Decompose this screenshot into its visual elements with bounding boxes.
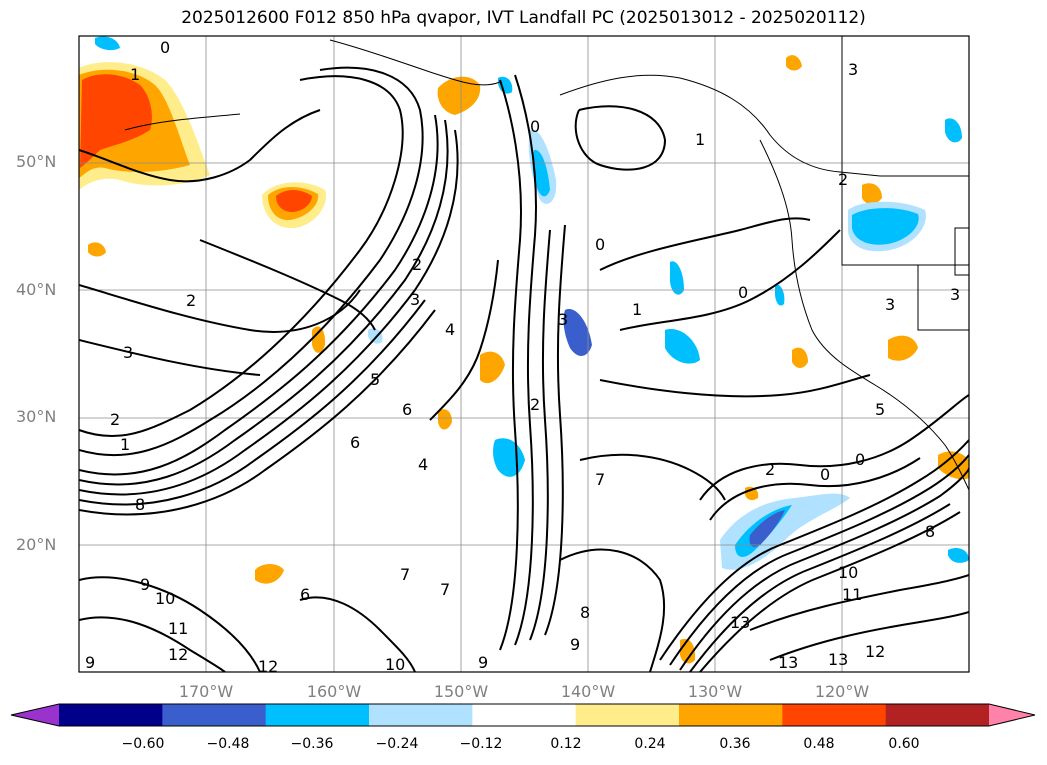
contour-label: 5 [370, 370, 380, 389]
contour-label: 2 [530, 395, 540, 414]
contour-label: 8 [925, 522, 935, 541]
contour-label: 2 [186, 291, 196, 310]
contour-label: 0 [820, 465, 830, 484]
lat-label-20n: 20°N [16, 535, 57, 554]
lat-label-40n: 40°N [16, 280, 57, 299]
colorbar-tick-label: −0.36 [290, 736, 334, 752]
contour-label: 3 [848, 60, 858, 79]
lon-label-130w: 130°W [687, 682, 743, 701]
contour-label: 6 [300, 585, 310, 604]
map-plot-area: 0 1 1 1 1 2 2 2 2 2 2 3 3 3 3 3 3 4 4 5 … [79, 36, 969, 676]
colorbar-tick-label: 0.36 [719, 736, 751, 752]
lon-label-170w: 170°W [178, 682, 234, 701]
contour-label: 3 [123, 343, 133, 362]
colorbar-tick-label: −0.48 [206, 736, 250, 752]
contour-label: 1 [130, 65, 140, 84]
contour-label: 0 [738, 283, 748, 302]
contour-label: 12 [865, 642, 885, 661]
contour-label: 13 [730, 613, 750, 632]
contour-label: 1 [695, 130, 705, 149]
colorbar-swatch [369, 704, 473, 726]
contour-label: 2 [765, 460, 775, 479]
contour-label: 10 [155, 589, 175, 608]
colorbar-swatch [265, 704, 370, 726]
contour-label: 9 [478, 653, 488, 672]
contour-label: 3 [950, 285, 960, 304]
contour-label: 11 [842, 585, 862, 604]
colorbar-swatch [782, 704, 887, 726]
lon-label-120w: 120°W [814, 682, 870, 701]
contour-label: 1 [632, 300, 642, 319]
contour-label: 10 [838, 563, 858, 582]
contour-label: 0 [855, 450, 865, 469]
contour-label: 7 [400, 565, 410, 584]
contour-label: 11 [168, 619, 188, 638]
contour-label: 2 [838, 170, 848, 189]
contour-label: 3 [558, 310, 568, 329]
contour-label: 10 [385, 655, 405, 674]
colorbar-tick-label: −0.12 [459, 736, 503, 752]
colorbar-extend-high [989, 704, 1035, 726]
contour-label: 3 [885, 295, 895, 314]
contour-label: 8 [580, 603, 590, 622]
contour-label: 4 [418, 455, 428, 474]
contour-label: 13 [828, 650, 848, 669]
contour-label: 7 [440, 580, 450, 599]
colorbar-swatch [575, 704, 680, 726]
colorbar-extend-low [11, 704, 59, 726]
plot-frame [78, 35, 970, 673]
contour-label: 2 [412, 255, 422, 274]
contour-label: 9 [85, 653, 95, 672]
contour-lines [79, 66, 969, 672]
lon-label-140w: 140°W [560, 682, 616, 701]
lon-label-150w: 150°W [433, 682, 489, 701]
contour-label: 2 [110, 410, 120, 429]
colorbar-swatch [162, 704, 267, 726]
colorbar-tick-label: 0.60 [888, 736, 920, 752]
colorbar-outline [10, 703, 1036, 727]
lat-label-30n: 30°N [16, 407, 57, 426]
contour-label: 9 [570, 635, 580, 654]
contour-label: 13 [778, 653, 798, 672]
contour-label: 0 [530, 117, 540, 136]
contour-label: 4 [445, 320, 455, 339]
colorbar-tick-label: 0.24 [634, 736, 666, 752]
contour-label: 6 [402, 400, 412, 419]
positive-anomaly-fills [79, 55, 969, 664]
colorbar-tick-label: 0.48 [803, 736, 835, 752]
contour-label: 3 [410, 290, 420, 309]
colorbar-swatch [472, 704, 577, 726]
figure-title: 2025012600 F012 850 hPa qvapor, IVT Land… [181, 8, 866, 28]
lon-label-160w: 160°W [306, 682, 362, 701]
colorbar-swatch [679, 704, 783, 726]
colorbar-swatch [885, 704, 990, 726]
contour-label: 8 [135, 495, 145, 514]
contour-label: 0 [160, 38, 170, 57]
colorbar-tick-label: 0.12 [550, 736, 582, 752]
contour-label: 9 [140, 575, 150, 594]
contour-label: 0 [595, 235, 605, 254]
contour-label: 6 [350, 433, 360, 452]
colorbar-tick-label: −0.60 [121, 736, 165, 752]
contour-label: 12 [258, 657, 278, 676]
contour-label: 5 [875, 400, 885, 419]
lat-label-50n: 50°N [16, 152, 57, 171]
contour-label: 12 [168, 645, 188, 664]
colorbar-swatch [59, 704, 163, 726]
lat-lon-grid [79, 36, 969, 672]
contour-label: 1 [120, 435, 130, 454]
contour-label: 7 [595, 470, 605, 489]
colorbar [10, 703, 1036, 727]
contour-labels: 0 1 1 1 1 2 2 2 2 2 2 3 3 3 3 3 3 4 4 5 … [85, 38, 960, 676]
colorbar-tick-label: −0.24 [375, 736, 419, 752]
